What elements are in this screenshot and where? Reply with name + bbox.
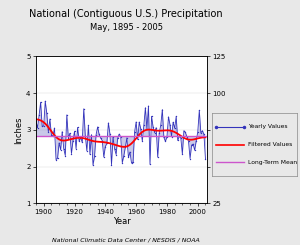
Yearly Values <box>116 137 119 140</box>
Yearly Values <box>44 100 47 103</box>
Yearly Values <box>74 147 78 150</box>
Yearly Values <box>79 136 83 139</box>
Filtered Values <box>134 137 138 140</box>
Yearly Values <box>136 138 140 141</box>
Yearly Values <box>100 139 104 142</box>
Yearly Values <box>201 129 204 132</box>
Text: Yearly Values: Yearly Values <box>248 124 288 129</box>
Y-axis label: Inches: Inches <box>14 116 23 144</box>
Text: Long-Term Mean: Long-Term Mean <box>248 160 297 165</box>
Line: Filtered Values: Filtered Values <box>36 119 206 147</box>
Text: May, 1895 - 2005: May, 1895 - 2005 <box>89 23 163 32</box>
Filtered Values <box>199 136 202 139</box>
Yearly Values <box>34 120 38 122</box>
Filtered Values <box>73 137 76 140</box>
Yearly Values <box>91 164 95 167</box>
Filtered Values <box>77 136 81 139</box>
Y-axis label: mm: mm <box>224 122 233 137</box>
Filtered Values <box>113 143 116 146</box>
Yearly Values <box>204 158 207 160</box>
Filtered Values <box>34 118 38 121</box>
Filtered Values <box>98 140 101 143</box>
Text: National (Contiguous U.S.) Precipitation: National (Contiguous U.S.) Precipitation <box>29 9 223 19</box>
X-axis label: Year: Year <box>112 217 130 226</box>
Filtered Values <box>122 145 126 148</box>
Text: Filtered Values: Filtered Values <box>248 142 292 147</box>
Line: Yearly Values: Yearly Values <box>35 100 206 166</box>
Filtered Values <box>204 136 207 139</box>
Text: National Climatic Data Center / NESDIS / NOAA: National Climatic Data Center / NESDIS /… <box>52 238 200 243</box>
